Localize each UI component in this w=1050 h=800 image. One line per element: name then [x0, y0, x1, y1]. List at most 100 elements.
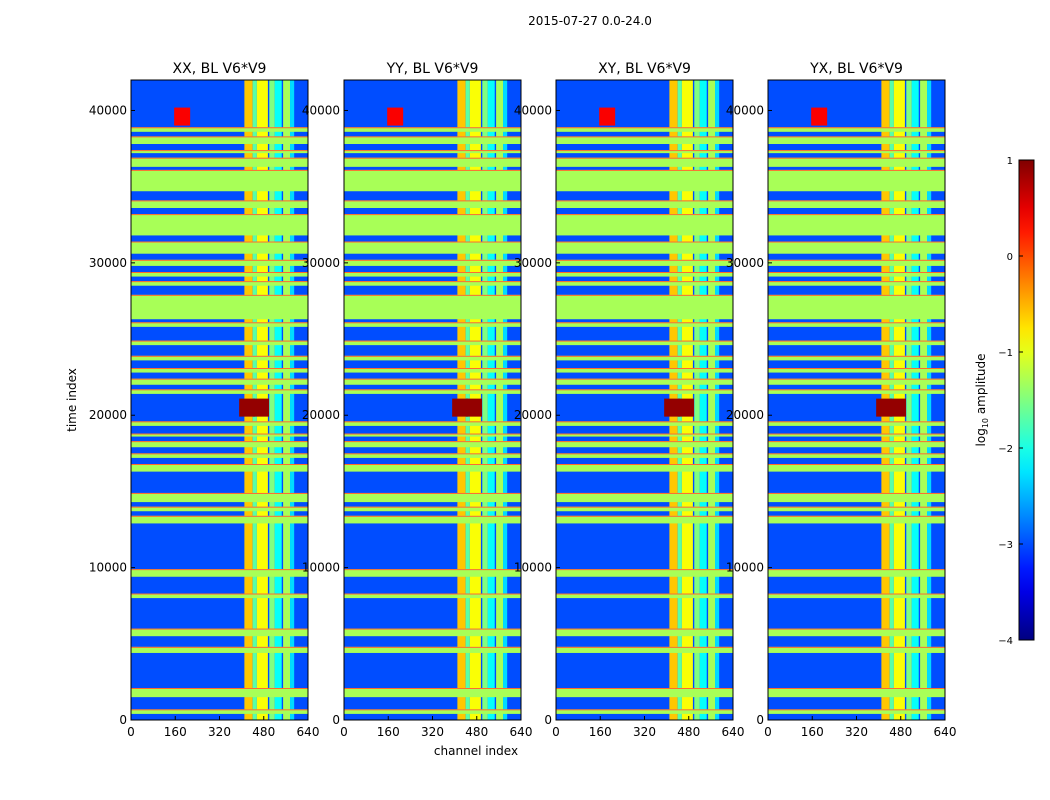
- flagged-row-band: [768, 127, 945, 132]
- flagged-row-edge: [768, 150, 945, 152]
- flagged-row-edge: [556, 157, 733, 159]
- flagged-row-band: [768, 569, 945, 577]
- flagged-row-edge: [556, 688, 733, 689]
- flagged-row-edge: [556, 281, 733, 283]
- flagged-row-band: [768, 688, 945, 698]
- y-tick-label: 20000: [89, 408, 127, 422]
- flagged-row-band: [768, 259, 945, 266]
- y-tick-label: 10000: [726, 561, 764, 575]
- flagged-row-edge: [344, 433, 521, 435]
- flagged-row-band: [556, 593, 733, 599]
- flagged-row-band: [344, 355, 521, 361]
- flagged-row-edge: [344, 441, 521, 443]
- flagged-row-band: [556, 709, 733, 714]
- flagged-row-edge: [344, 506, 521, 508]
- rfi-channel-band: [694, 80, 700, 720]
- flagged-row-edge: [131, 241, 308, 243]
- flagged-row-edge: [131, 506, 308, 508]
- flagged-row-edge: [344, 157, 521, 159]
- flagged-row-edge: [131, 340, 308, 342]
- y-tick-label: 0: [119, 713, 127, 727]
- flagged-row-band: [556, 492, 733, 503]
- flagged-row-band: [556, 241, 733, 254]
- flagged-row-edge: [131, 281, 308, 283]
- flagged-row-band: [344, 709, 521, 714]
- flagged-row-band: [556, 214, 733, 236]
- flagged-row-edge: [556, 492, 733, 494]
- flagged-row-band: [344, 136, 521, 144]
- flagged-row-band: [344, 421, 521, 426]
- flagged-row-edge: [131, 389, 308, 391]
- flagged-row-edge: [344, 259, 521, 261]
- rfi-channel-band: [503, 80, 508, 720]
- flagged-row-edge: [768, 515, 945, 517]
- rfi-hotspot: [677, 398, 694, 417]
- flagged-row-band: [344, 169, 521, 192]
- flagged-row-band: [131, 709, 308, 714]
- flagged-row-edge: [344, 281, 521, 283]
- flagged-row-edge: [131, 709, 308, 711]
- flagged-row-edge: [768, 593, 945, 595]
- flagged-row-edge: [344, 569, 521, 571]
- flagged-row-band: [556, 421, 733, 426]
- flagged-row-band: [768, 241, 945, 254]
- x-tick-label: 160: [801, 725, 824, 739]
- flagged-row-edge: [131, 150, 308, 152]
- y-tick-label: 0: [332, 713, 340, 727]
- flagged-row-edge: [344, 241, 521, 243]
- x-tick-label: 160: [164, 725, 187, 739]
- rfi-channel-band: [482, 80, 488, 720]
- flagged-row-band: [556, 127, 733, 132]
- flagged-row-edge: [131, 294, 308, 296]
- y-tick-label: 40000: [89, 103, 127, 117]
- flagged-row-edge: [344, 628, 521, 630]
- flagged-row-band: [131, 157, 308, 167]
- flagged-row-band: [768, 322, 945, 327]
- flagged-row-edge: [131, 169, 308, 171]
- flagged-row-band: [556, 569, 733, 577]
- flagged-row-band: [131, 259, 308, 266]
- flagged-row-band: [556, 628, 733, 637]
- flagged-row-band: [344, 281, 521, 286]
- flagged-row-edge: [556, 421, 733, 423]
- flagged-row-edge: [768, 492, 945, 494]
- flagged-row-band: [768, 389, 945, 394]
- rfi-hotspot: [174, 107, 191, 126]
- rfi-hotspot: [387, 107, 404, 126]
- flagged-row-band: [768, 453, 945, 458]
- flagged-row-band: [131, 492, 308, 503]
- flagged-row-edge: [768, 169, 945, 171]
- y-tick-label: 30000: [89, 256, 127, 270]
- flagged-row-edge: [556, 506, 733, 508]
- flagged-row-band: [768, 515, 945, 524]
- flagged-row-edge: [131, 593, 308, 595]
- colorbar-label: log10 amplitude: [973, 353, 991, 447]
- y-tick-label: 40000: [726, 103, 764, 117]
- flagged-row-band: [131, 127, 308, 132]
- flagged-row-band: [768, 433, 945, 437]
- flagged-row-band: [131, 241, 308, 254]
- y-tick-label: 20000: [514, 408, 552, 422]
- flagged-row-band: [768, 200, 945, 208]
- flagged-row-band: [344, 214, 521, 236]
- flagged-row-edge: [556, 259, 733, 261]
- flagged-row-band: [131, 506, 308, 512]
- flagged-row-band: [344, 378, 521, 385]
- flagged-row-edge: [344, 389, 521, 391]
- flagged-row-edge: [556, 127, 733, 129]
- rfi-channel-band: [487, 80, 495, 720]
- flagged-row-edge: [344, 127, 521, 129]
- flagged-row-edge: [556, 200, 733, 202]
- flagged-row-band: [768, 272, 945, 277]
- y-tick-label: 20000: [726, 408, 764, 422]
- panel-title: YX, BL V6*V9: [809, 61, 903, 77]
- flagged-row-band: [344, 322, 521, 327]
- flagged-row-band: [131, 294, 308, 320]
- flagged-row-edge: [344, 355, 521, 357]
- x-tick-label: 480: [677, 725, 700, 739]
- flagged-row-band: [344, 150, 521, 154]
- colorbar-tick-label: −1: [998, 348, 1013, 359]
- flagged-row-band: [131, 214, 308, 236]
- flagged-row-band: [131, 150, 308, 154]
- flagged-row-edge: [344, 322, 521, 324]
